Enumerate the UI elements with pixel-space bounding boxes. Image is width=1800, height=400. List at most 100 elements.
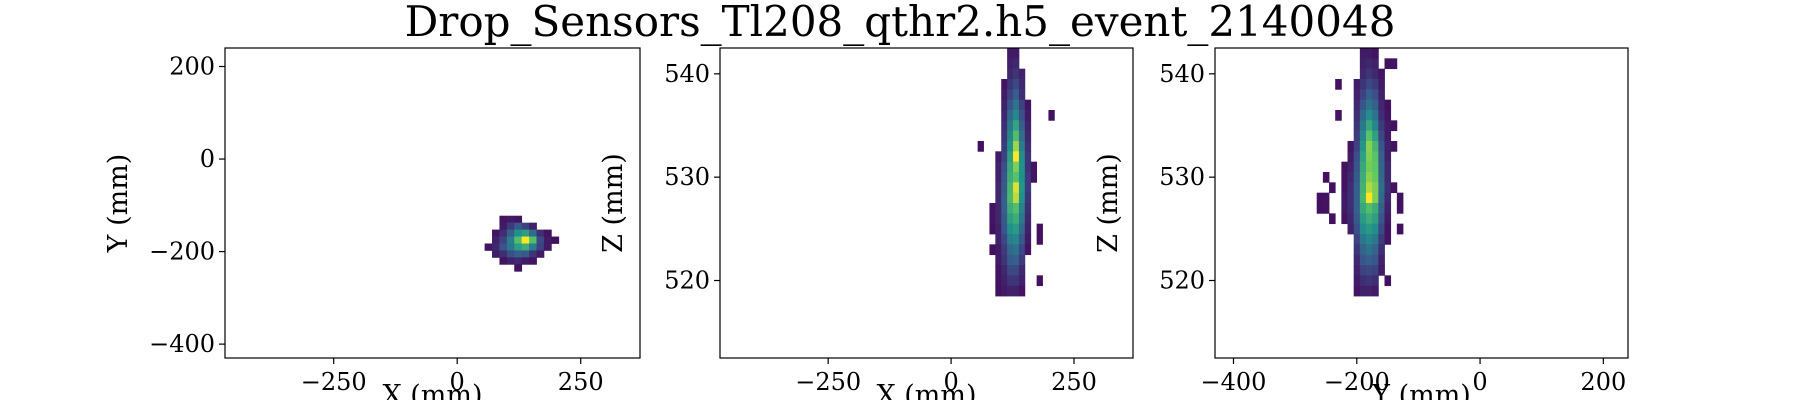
heatmap-cell: [1353, 192, 1361, 204]
heatmap-cell: [529, 236, 537, 244]
x-tick-label: 250: [558, 368, 604, 396]
heatmap-cell: [995, 172, 1002, 183]
heatmap-cell: [1366, 141, 1373, 152]
heatmap-cell: [1378, 151, 1385, 163]
heatmap-cell: [1353, 141, 1361, 152]
heatmap-cell: [1359, 223, 1367, 235]
heatmap-cell: [1322, 192, 1330, 204]
heatmap-cell: [499, 229, 508, 237]
heatmap-cell: [1013, 89, 1020, 101]
heatmap-cell: [1353, 151, 1361, 163]
x-tick-label: −250: [301, 368, 367, 396]
heatmap-cell: [506, 229, 515, 237]
heatmap-cell: [1378, 99, 1385, 111]
heatmap-cell: [1335, 79, 1342, 90]
heatmap-cell: [1384, 151, 1392, 163]
heatmap-cell: [995, 265, 1002, 276]
heatmap-cell: [1013, 182, 1020, 194]
heatmap-cell: [1378, 141, 1385, 152]
heatmap-cell: [1359, 130, 1367, 142]
panel-1: −250 0 250 200 0 −200 −400 X (mm) Y (mm): [103, 47, 641, 400]
heatmap-cell: [995, 192, 1002, 204]
heatmap-cell: [1366, 285, 1373, 297]
heatmap-cell: [1013, 130, 1020, 142]
heatmap-cell: [1359, 68, 1367, 80]
heatmap-cell: [1013, 120, 1020, 132]
heatmap-cell: [1013, 48, 1020, 59]
heatmap-cell: [1359, 213, 1367, 225]
heatmap-cell: [1353, 110, 1361, 121]
heatmap-cells: [977, 48, 1055, 297]
heatmap-cell: [1001, 254, 1008, 266]
heatmap-cell: [1001, 203, 1008, 214]
heatmap-cell: [1372, 223, 1379, 235]
heatmap-cell: [1013, 172, 1020, 183]
heatmap-cell: [1372, 234, 1379, 245]
heatmap-cell: [1378, 203, 1385, 214]
heatmap-cell: [551, 236, 560, 244]
heatmap-cell: [506, 215, 515, 224]
heatmap-cell: [1001, 151, 1008, 163]
heatmap-cell: [521, 229, 530, 237]
heatmap-cell: [1013, 234, 1020, 245]
heatmap-cell: [1018, 68, 1026, 80]
heatmap-cell: [1384, 110, 1392, 121]
heatmap-cell: [1353, 265, 1361, 276]
heatmap-cell: [1359, 89, 1367, 101]
heatmap-cell: [1384, 203, 1392, 214]
heatmap-cell: [1024, 130, 1032, 142]
heatmap-cell: [543, 229, 552, 237]
heatmap-cell: [1007, 141, 1014, 152]
heatmap-cell: [506, 250, 515, 258]
heatmap-cell: [1347, 182, 1355, 194]
heatmap-cell: [995, 182, 1002, 194]
heatmap-cell: [989, 203, 996, 214]
y-axis-label: Z (mm): [1093, 153, 1124, 253]
heatmap-cell: [1366, 58, 1373, 70]
heatmap-cell: [1366, 182, 1373, 194]
axes-frame: [719, 47, 1134, 359]
panel-2: −250 0 250 540 530 520 X (mm) Z (mm): [598, 47, 1134, 400]
heatmap-cell: [1001, 120, 1008, 132]
heatmap-cell: [1347, 213, 1355, 225]
heatmap-cell: [1013, 110, 1020, 121]
heatmap-cell: [1347, 223, 1355, 235]
heatmap-cell: [1007, 172, 1014, 183]
heatmap-cell: [1007, 223, 1014, 235]
heatmap-cell: [1329, 182, 1336, 194]
heatmap-cell: [1001, 285, 1008, 297]
axes-frame: [224, 47, 641, 359]
heatmap-cell: [1322, 172, 1330, 183]
heatmap-cell: [1341, 213, 1348, 225]
heatmap-cell: [1359, 192, 1367, 204]
heatmap-cell: [1353, 275, 1361, 287]
heatmap-cell: [1366, 213, 1373, 225]
heatmap-cell: [1018, 265, 1026, 276]
y-tick-label: 520: [664, 267, 710, 295]
heatmap-cell: [1359, 161, 1367, 173]
heatmap-cell: [1372, 141, 1379, 152]
heatmap-cell: [536, 250, 545, 258]
heatmap-cell: [1007, 254, 1014, 266]
heatmap-cell: [1347, 151, 1355, 163]
y-axis-label: Z (mm): [598, 153, 629, 253]
heatmap-cell: [1001, 130, 1008, 142]
heatmap-cell: [1001, 265, 1008, 276]
heatmap-cell: [536, 229, 545, 237]
heatmap-cell: [1384, 213, 1392, 225]
heatmap-cell: [506, 257, 515, 265]
heatmap-cell: [1366, 254, 1373, 266]
heatmap-cell: [1384, 192, 1392, 204]
heatmap-cell: [1341, 192, 1348, 204]
y-tick-label: 0: [200, 145, 215, 173]
heatmap-cell: [1353, 203, 1361, 214]
heatmap-cell: [514, 257, 523, 265]
heatmap-cell: [1024, 120, 1032, 132]
axes-frame: [1214, 47, 1629, 359]
heatmap-cell: [1024, 234, 1032, 245]
heatmap-cell: [1018, 141, 1026, 152]
heatmap-cell: [1007, 244, 1014, 256]
heatmap-cell: [1378, 161, 1385, 173]
heatmap-cell: [1378, 182, 1385, 194]
heatmap-cell: [1001, 275, 1008, 287]
